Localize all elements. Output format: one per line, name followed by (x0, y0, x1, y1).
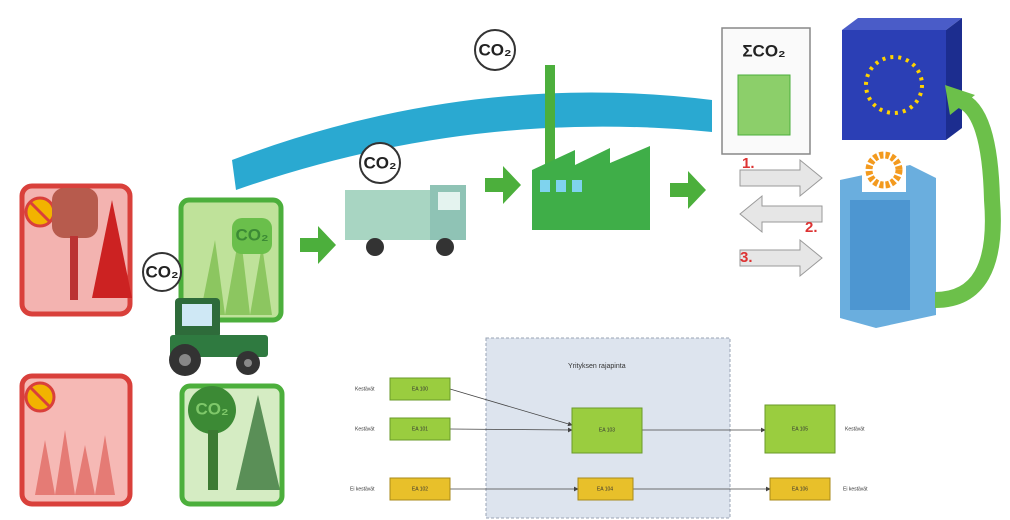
flow-box (389, 417, 451, 441)
box-label: EA 106 (792, 486, 808, 492)
co2-bubble (359, 142, 401, 184)
flow-box (764, 404, 836, 454)
return-arrow-head (945, 85, 975, 115)
flow-box (769, 477, 831, 501)
office-building (840, 148, 936, 328)
grassland-loss-icon (19, 373, 133, 507)
flow-label: Kestävät (355, 386, 375, 392)
deforestation-icon (19, 183, 133, 317)
flow-line (449, 388, 573, 427)
transport-band (232, 92, 712, 190)
flow-label: Kestävät (845, 426, 865, 432)
truck (345, 185, 466, 256)
flow-box (389, 477, 451, 501)
flow-label: Kestävät (355, 426, 375, 432)
box-label: EA 100 (412, 386, 428, 392)
tractor (169, 298, 268, 376)
flow-arrow (300, 226, 336, 264)
flow-box (577, 477, 634, 501)
report-arrow (739, 158, 823, 198)
step-label: 1. (742, 155, 755, 172)
flow-line (449, 427, 573, 433)
co2-bubble (142, 252, 182, 292)
box-label: EA 103 (599, 427, 615, 433)
co2-label: CO₂ (145, 262, 178, 281)
step-label: 3. (740, 249, 753, 266)
co2-label: CO₂ (195, 399, 228, 418)
flow-box (571, 407, 643, 454)
co2-label: CO₂ (235, 225, 268, 244)
box-label: EA 105 (792, 426, 808, 432)
co2-label: CO₂ (363, 153, 396, 172)
box-label: EA 102 (412, 486, 428, 492)
step-label: 2. (805, 219, 818, 236)
report-arrow (739, 194, 823, 234)
forest-icon (179, 383, 285, 507)
box-label: EA 101 (412, 426, 428, 432)
box-label: EA 104 (597, 486, 613, 492)
flow-label: Ei kestävät (843, 486, 868, 492)
report-arrow (739, 238, 823, 278)
crop-icon (178, 197, 284, 323)
flow-arrow (670, 171, 706, 209)
flow-label: Ei kestävät (350, 486, 375, 492)
flow-arrow (485, 166, 521, 204)
co2-label: CO₂ (478, 40, 511, 59)
report-document (721, 27, 811, 155)
sum-label: ΣCO₂ (742, 41, 785, 60)
return-arrow (934, 92, 1001, 308)
boundary-title: Yrityksen rajapinta (568, 363, 626, 370)
co2-bubble (474, 29, 516, 71)
eu-cube (842, 18, 962, 140)
flow-box (389, 377, 451, 401)
factory (532, 65, 650, 230)
